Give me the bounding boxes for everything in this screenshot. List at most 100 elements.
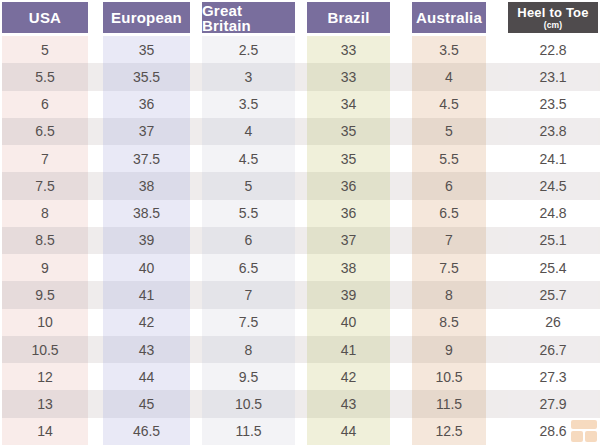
cell-european: 38.5 bbox=[103, 200, 190, 227]
cell-heel-to-toe: 25.4 bbox=[508, 254, 598, 281]
cell-great-britain: 11.5 bbox=[202, 418, 295, 445]
cell-european: 43 bbox=[103, 336, 190, 363]
cell-heel-to-toe: 27.3 bbox=[508, 363, 598, 390]
cell-heel-to-toe: 23.1 bbox=[508, 63, 598, 90]
cell-usa: 10.5 bbox=[2, 336, 88, 363]
cell-great-britain: 8 bbox=[202, 336, 295, 363]
cell-brazil: 33 bbox=[307, 63, 390, 90]
cell-brazil: 36 bbox=[307, 172, 390, 199]
cell-great-britain: 5 bbox=[202, 172, 295, 199]
cell-usa: 5.5 bbox=[2, 63, 88, 90]
column-header-heel-to-toe: Heel to Toe (cm) bbox=[508, 2, 598, 33]
cell-european: 42 bbox=[103, 309, 190, 336]
cell-heel-to-toe: 26.7 bbox=[508, 336, 598, 363]
cell-european: 35 bbox=[103, 36, 190, 63]
cell-great-britain: 3 bbox=[202, 63, 295, 90]
column-header-label: Heel to Toe bbox=[517, 6, 588, 19]
cell-australia: 8.5 bbox=[412, 309, 486, 336]
cell-usa: 6 bbox=[2, 91, 88, 118]
watermark-shapes bbox=[571, 420, 597, 442]
column-header-label: Great Britain bbox=[202, 3, 295, 33]
cell-great-britain: 6.5 bbox=[202, 254, 295, 281]
table-row: 134510.54311.527.9 bbox=[2, 390, 600, 417]
cell-usa: 9.5 bbox=[2, 281, 88, 308]
cell-great-britain: 2.5 bbox=[202, 36, 295, 63]
cell-european: 38 bbox=[103, 172, 190, 199]
cell-australia: 4 bbox=[412, 63, 486, 90]
cell-australia: 5.5 bbox=[412, 145, 486, 172]
cell-heel-to-toe: 25.1 bbox=[508, 227, 598, 254]
cell-heel-to-toe: 23.5 bbox=[508, 91, 598, 118]
cell-australia: 12.5 bbox=[412, 418, 486, 445]
cell-great-britain: 4 bbox=[202, 118, 295, 145]
cell-heel-to-toe: 22.8 bbox=[508, 36, 598, 63]
table-row: 1446.511.54412.528.6 bbox=[2, 418, 600, 445]
table-row: 7.5 38 5 36 6 24.5 bbox=[2, 172, 600, 199]
column-header-label: Australia bbox=[416, 10, 482, 25]
cell-european: 45 bbox=[103, 390, 190, 417]
cell-european: 35.5 bbox=[103, 63, 190, 90]
cell-brazil: 43 bbox=[307, 390, 390, 417]
cell-usa: 7.5 bbox=[2, 172, 88, 199]
cell-brazil: 35 bbox=[307, 118, 390, 145]
cell-european: 40 bbox=[103, 254, 190, 281]
cell-usa: 5 bbox=[2, 36, 88, 63]
column-header-australia: Australia bbox=[412, 2, 486, 33]
cell-usa: 6.5 bbox=[2, 118, 88, 145]
cell-brazil: 42 bbox=[307, 363, 390, 390]
cell-great-britain: 4.5 bbox=[202, 145, 295, 172]
cell-great-britain: 6 bbox=[202, 227, 295, 254]
table-row: 6363.5344.523.5 bbox=[2, 91, 600, 118]
cell-usa: 8 bbox=[2, 200, 88, 227]
table-row: 10427.5408.526 bbox=[2, 309, 600, 336]
cell-brazil: 36 bbox=[307, 200, 390, 227]
cell-european: 46.5 bbox=[103, 418, 190, 445]
column-header-brazil: Brazil bbox=[307, 2, 390, 33]
cell-australia: 7.5 bbox=[412, 254, 486, 281]
cell-brazil: 37 bbox=[307, 227, 390, 254]
table-row: 9406.5387.525.4 bbox=[2, 254, 600, 281]
cell-usa: 10 bbox=[2, 309, 88, 336]
column-header-label: USA bbox=[29, 10, 61, 25]
cell-heel-to-toe: 25.7 bbox=[508, 281, 598, 308]
table-row: 5.535.5333423.1 bbox=[2, 63, 600, 90]
cell-european: 39 bbox=[103, 227, 190, 254]
cell-heel-to-toe: 24.5 bbox=[508, 172, 598, 199]
cell-great-britain: 10.5 bbox=[202, 390, 295, 417]
cell-usa: 8.5 bbox=[2, 227, 88, 254]
cell-usa: 12 bbox=[2, 363, 88, 390]
cell-australia: 9 bbox=[412, 336, 486, 363]
cell-usa: 9 bbox=[2, 254, 88, 281]
table-row: 10.543841926.7 bbox=[2, 336, 600, 363]
cell-great-britain: 7 bbox=[202, 281, 295, 308]
cell-heel-to-toe: 26 bbox=[508, 309, 598, 336]
cell-heel-to-toe: 27.9 bbox=[508, 390, 598, 417]
cell-australia: 7 bbox=[412, 227, 486, 254]
cell-european: 41 bbox=[103, 281, 190, 308]
table-row: 8.5 39 6 37 7 25.1 bbox=[2, 227, 600, 254]
column-header-european: European bbox=[103, 2, 190, 33]
table-row: 6.537435523.8 bbox=[2, 118, 600, 145]
brand-watermark-icon bbox=[571, 420, 597, 442]
shoe-size-conversion-table: USA European Great Britain Brazil Australia H… bbox=[0, 0, 600, 445]
cell-brazil: 44 bbox=[307, 418, 390, 445]
cell-australia: 3.5 bbox=[412, 36, 486, 63]
cell-usa: 14 bbox=[2, 418, 88, 445]
cell-brazil: 35 bbox=[307, 145, 390, 172]
cell-australia: 5 bbox=[412, 118, 486, 145]
column-header-sublabel: (cm) bbox=[544, 21, 563, 30]
column-header-usa: USA bbox=[2, 2, 88, 33]
table-header: USA European Great Britain Brazil Australia H… bbox=[2, 2, 600, 33]
cell-brazil: 39 bbox=[307, 281, 390, 308]
table-row: 9.541739825.7 bbox=[2, 281, 600, 308]
cell-brazil: 40 bbox=[307, 309, 390, 336]
table-row: 5352.5333.522.8 bbox=[2, 36, 600, 63]
cell-great-britain: 3.5 bbox=[202, 91, 295, 118]
cell-great-britain: 5.5 bbox=[202, 200, 295, 227]
column-header-label: Brazil bbox=[327, 10, 369, 25]
column-header-label: European bbox=[111, 10, 182, 25]
table-row: 12449.54210.527.3 bbox=[2, 363, 600, 390]
cell-australia: 6 bbox=[412, 172, 486, 199]
cell-brazil: 34 bbox=[307, 91, 390, 118]
cell-heel-to-toe: 24.8 bbox=[508, 200, 598, 227]
